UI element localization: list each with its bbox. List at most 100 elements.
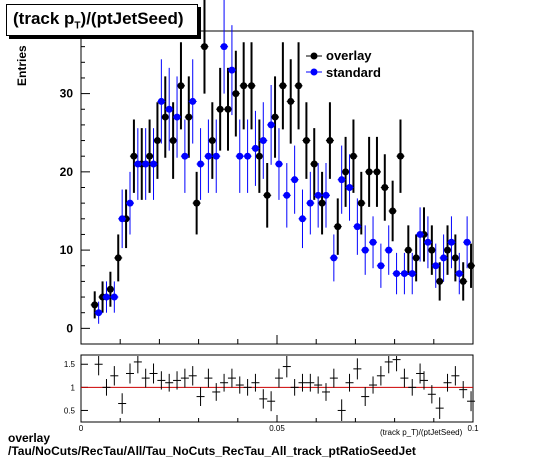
standard-point <box>314 191 322 199</box>
overlay-point <box>216 105 224 113</box>
overlay-point <box>287 97 295 105</box>
ratio-series-layer <box>94 356 476 421</box>
standard-point <box>408 270 416 278</box>
ratio-xtick-label: 0 <box>79 424 84 433</box>
standard-point <box>393 270 401 278</box>
standard-point <box>228 66 236 74</box>
standard-point <box>377 262 385 270</box>
standard-point <box>361 246 369 254</box>
overlay-point <box>208 137 216 145</box>
chart-title-main: (track p <box>13 9 75 28</box>
title-box: (track pT)/(ptJetSeed) <box>6 4 198 36</box>
standard-point <box>212 152 220 160</box>
standard-point <box>298 215 306 223</box>
standard-point <box>385 246 393 254</box>
y-axis-label: Entries <box>15 45 29 86</box>
overlay-point <box>248 82 256 90</box>
overlay-point <box>114 254 122 262</box>
chart-title-tail: )/(ptJetSeed) <box>80 9 184 28</box>
overlay-point <box>161 113 169 121</box>
chart-title-subscript: T <box>74 20 81 32</box>
legend-overlay-marker <box>310 52 318 60</box>
overlay-point <box>389 207 397 215</box>
legend-standard-label: standard <box>326 65 381 80</box>
footer-line-2: /Tau/NoCuts/RecTau/All/Tau_NoCuts_RecTau… <box>8 444 416 458</box>
overlay-point <box>146 152 154 160</box>
standard-point <box>157 97 165 105</box>
standard-point <box>259 137 267 145</box>
overlay-point <box>185 113 193 121</box>
overlay-point <box>169 137 177 145</box>
standard-point <box>236 152 244 160</box>
standard-point <box>369 238 377 246</box>
standard-point <box>400 270 408 278</box>
standard-point <box>251 144 259 152</box>
standard-point <box>416 230 424 238</box>
ratio-axis-ticks: 0.5 1 1.5 0 0.05 0.1 <box>64 360 479 433</box>
overlay-point <box>232 90 240 98</box>
overlay-point <box>271 113 279 121</box>
overlay-point <box>451 254 459 262</box>
standard-point <box>322 191 330 199</box>
overlay-point <box>444 246 452 254</box>
standard-point <box>102 293 110 301</box>
standard-point <box>204 152 212 160</box>
standard-point <box>330 254 338 262</box>
overlay-point <box>279 82 287 90</box>
standard-point <box>118 215 126 223</box>
standard-point <box>306 199 314 207</box>
standard-point <box>189 97 197 105</box>
standard-point <box>150 160 158 168</box>
main-ytick-label: 10 <box>60 243 74 257</box>
overlay-point <box>91 301 99 309</box>
ratio-ytick-label: 1.5 <box>64 360 76 369</box>
ratio-ytick-label: 1 <box>71 383 76 392</box>
standard-point <box>432 262 440 270</box>
overlay-point <box>373 168 381 176</box>
overlay-point <box>326 137 334 145</box>
standard-point <box>283 191 291 199</box>
ratio-xtick-label: 0.1 <box>467 424 479 433</box>
main-ytick-label: 20 <box>60 165 74 179</box>
standard-point <box>338 176 346 184</box>
overlay-point <box>310 160 318 168</box>
footer: overlay /Tau/NoCuts/RecTau/All/Tau_NoCut… <box>8 432 416 458</box>
legend: overlay standard <box>306 48 381 80</box>
standard-point <box>455 270 463 278</box>
standard-point <box>181 152 189 160</box>
overlay-point <box>255 152 263 160</box>
overlay-point <box>240 82 248 90</box>
x-axis-label: (track p_T)/(ptJetSeed) <box>380 428 463 437</box>
standard-point <box>291 176 299 184</box>
standard-point <box>173 113 181 121</box>
overlay-point <box>302 137 310 145</box>
standard-point <box>95 309 103 317</box>
standard-point <box>142 160 150 168</box>
standard-point <box>346 184 354 191</box>
overlay-point <box>381 184 389 191</box>
main-plot-frame <box>80 30 474 345</box>
standard-point <box>424 238 432 246</box>
standard-point <box>244 152 252 160</box>
main-series-layer <box>90 0 476 324</box>
ratio-plot-frame <box>80 354 474 423</box>
overlay-point <box>200 43 208 51</box>
overlay-point <box>106 285 114 293</box>
standard-point <box>353 223 361 231</box>
main-ytick-label: 0 <box>66 321 73 335</box>
overlay-point <box>365 168 373 176</box>
ratio-ytick-label: 0.5 <box>64 406 76 415</box>
standard-point <box>110 293 118 301</box>
legend-overlay-label: overlay <box>326 48 372 63</box>
standard-point <box>220 43 228 51</box>
footer-line-1: overlay <box>8 431 51 445</box>
overlay-point <box>130 152 138 160</box>
overlay-point <box>224 105 232 113</box>
overlay-point <box>436 277 444 285</box>
overlay-point <box>396 152 404 160</box>
overlay-point <box>334 223 342 231</box>
overlay-point <box>263 191 271 199</box>
standard-point <box>134 160 142 168</box>
chart-title: (track pT)/(ptJetSeed) <box>13 9 184 31</box>
